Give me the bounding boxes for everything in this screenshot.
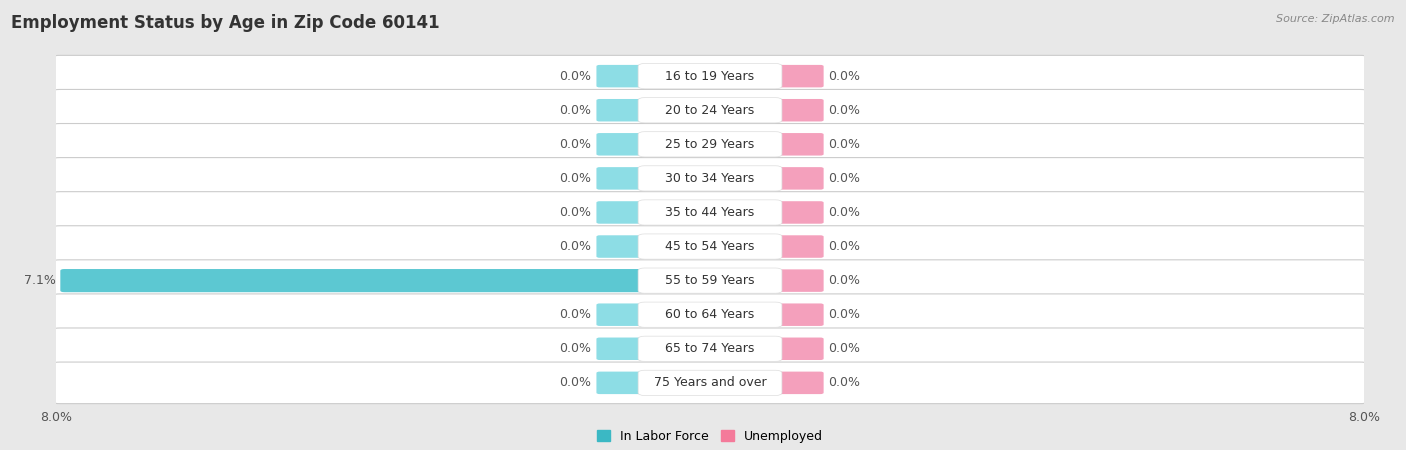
FancyBboxPatch shape: [638, 336, 782, 361]
Text: 25 to 29 Years: 25 to 29 Years: [665, 138, 755, 151]
FancyBboxPatch shape: [48, 260, 1372, 302]
FancyBboxPatch shape: [638, 166, 782, 191]
FancyBboxPatch shape: [48, 328, 1372, 369]
Text: 0.0%: 0.0%: [560, 240, 592, 253]
FancyBboxPatch shape: [772, 270, 824, 292]
Text: 0.0%: 0.0%: [828, 138, 860, 151]
Text: 60 to 64 Years: 60 to 64 Years: [665, 308, 755, 321]
Text: 20 to 24 Years: 20 to 24 Years: [665, 104, 755, 117]
Text: 0.0%: 0.0%: [828, 70, 860, 83]
Text: 7.1%: 7.1%: [24, 274, 56, 287]
Text: 65 to 74 Years: 65 to 74 Years: [665, 342, 755, 355]
FancyBboxPatch shape: [48, 123, 1372, 165]
Legend: In Labor Force, Unemployed: In Labor Force, Unemployed: [592, 425, 828, 448]
FancyBboxPatch shape: [48, 158, 1372, 199]
Text: 55 to 59 Years: 55 to 59 Years: [665, 274, 755, 287]
FancyBboxPatch shape: [48, 362, 1372, 404]
Text: 0.0%: 0.0%: [828, 104, 860, 117]
Text: 75 Years and over: 75 Years and over: [654, 376, 766, 389]
FancyBboxPatch shape: [596, 201, 648, 224]
Text: 0.0%: 0.0%: [560, 138, 592, 151]
FancyBboxPatch shape: [596, 65, 648, 87]
Text: 0.0%: 0.0%: [560, 376, 592, 389]
FancyBboxPatch shape: [596, 235, 648, 258]
Text: 0.0%: 0.0%: [828, 308, 860, 321]
FancyBboxPatch shape: [638, 63, 782, 89]
FancyBboxPatch shape: [772, 201, 824, 224]
Text: 45 to 54 Years: 45 to 54 Years: [665, 240, 755, 253]
Text: 0.0%: 0.0%: [828, 376, 860, 389]
FancyBboxPatch shape: [596, 99, 648, 122]
FancyBboxPatch shape: [772, 167, 824, 189]
FancyBboxPatch shape: [638, 302, 782, 327]
Text: 0.0%: 0.0%: [560, 104, 592, 117]
FancyBboxPatch shape: [48, 294, 1372, 336]
FancyBboxPatch shape: [638, 200, 782, 225]
FancyBboxPatch shape: [48, 192, 1372, 233]
FancyBboxPatch shape: [772, 133, 824, 156]
Text: 0.0%: 0.0%: [560, 172, 592, 185]
Text: 0.0%: 0.0%: [560, 308, 592, 321]
Text: 0.0%: 0.0%: [828, 274, 860, 287]
Text: 0.0%: 0.0%: [828, 240, 860, 253]
Text: 0.0%: 0.0%: [828, 342, 860, 355]
FancyBboxPatch shape: [772, 303, 824, 326]
FancyBboxPatch shape: [48, 55, 1372, 97]
FancyBboxPatch shape: [596, 167, 648, 189]
Text: 0.0%: 0.0%: [560, 342, 592, 355]
Text: 0.0%: 0.0%: [560, 206, 592, 219]
Text: 0.0%: 0.0%: [560, 70, 592, 83]
FancyBboxPatch shape: [638, 268, 782, 293]
FancyBboxPatch shape: [772, 99, 824, 122]
FancyBboxPatch shape: [596, 303, 648, 326]
FancyBboxPatch shape: [638, 98, 782, 123]
FancyBboxPatch shape: [772, 235, 824, 258]
FancyBboxPatch shape: [772, 65, 824, 87]
FancyBboxPatch shape: [638, 234, 782, 259]
FancyBboxPatch shape: [638, 132, 782, 157]
FancyBboxPatch shape: [60, 269, 648, 292]
FancyBboxPatch shape: [772, 338, 824, 360]
Text: 30 to 34 Years: 30 to 34 Years: [665, 172, 755, 185]
Text: Source: ZipAtlas.com: Source: ZipAtlas.com: [1277, 14, 1395, 23]
FancyBboxPatch shape: [48, 226, 1372, 267]
Text: 16 to 19 Years: 16 to 19 Years: [665, 70, 755, 83]
FancyBboxPatch shape: [596, 338, 648, 360]
FancyBboxPatch shape: [772, 372, 824, 394]
FancyBboxPatch shape: [596, 133, 648, 156]
Text: 0.0%: 0.0%: [828, 172, 860, 185]
FancyBboxPatch shape: [48, 90, 1372, 131]
Text: 0.0%: 0.0%: [828, 206, 860, 219]
FancyBboxPatch shape: [596, 372, 648, 394]
Text: 35 to 44 Years: 35 to 44 Years: [665, 206, 755, 219]
Text: Employment Status by Age in Zip Code 60141: Employment Status by Age in Zip Code 601…: [11, 14, 440, 32]
FancyBboxPatch shape: [638, 370, 782, 396]
